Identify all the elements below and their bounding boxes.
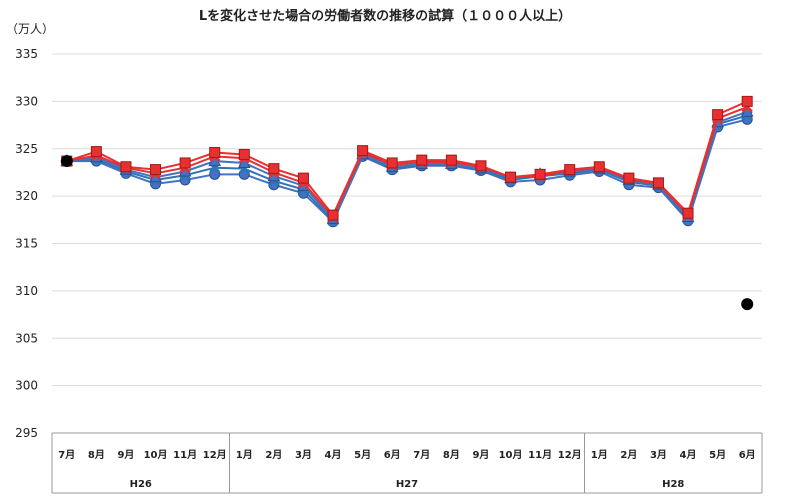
y-axis-unit: （万人） [6, 22, 54, 36]
data-point [623, 172, 635, 184]
y-tick-label: 320 [15, 189, 38, 203]
y-tick-labels: 295 300 305 310 315 320 325 330 335 [15, 47, 38, 440]
data-point [90, 146, 102, 158]
data-point [150, 164, 162, 176]
data-point [564, 164, 576, 176]
x-tick-label: 1月 [591, 449, 608, 461]
data-point [209, 147, 221, 159]
data-point [534, 168, 546, 180]
y-tick-label: 295 [15, 426, 38, 440]
standalone-point [60, 155, 73, 168]
data-point [741, 95, 753, 107]
series [60, 95, 754, 228]
x-tick-label: 12月 [558, 449, 582, 461]
x-tick-label: 4月 [325, 449, 342, 461]
data-point [120, 161, 132, 173]
x-tick-label: 12月 [203, 449, 227, 461]
x-tick-label: 2月 [265, 449, 282, 461]
group-label: H28 [662, 479, 684, 490]
x-tick-label: 7月 [413, 449, 430, 461]
x-tick-label: 4月 [680, 449, 697, 461]
y-tick-label: 335 [15, 47, 38, 61]
x-tick-label: 1月 [236, 449, 253, 461]
data-point [445, 154, 457, 166]
x-tick-label: 6月 [384, 449, 401, 461]
y-tick-label: 310 [15, 284, 38, 298]
data-point [327, 209, 339, 221]
gridlines [52, 53, 762, 434]
data-point [297, 172, 309, 184]
x-tick-label: 9月 [117, 449, 134, 461]
y-tick-label: 315 [15, 237, 38, 251]
data-point [179, 157, 191, 169]
data-point [652, 177, 664, 189]
data-point [268, 163, 280, 175]
data-point [416, 154, 428, 166]
standalone-points [60, 155, 754, 311]
data-point [357, 145, 369, 157]
x-tick-label: 3月 [650, 449, 667, 461]
standalone-point [741, 298, 754, 311]
x-tick-label: 7月 [58, 449, 75, 461]
axes [51, 432, 763, 494]
y-tick-label: 330 [15, 94, 38, 108]
data-point [712, 109, 724, 121]
data-point [386, 157, 398, 169]
x-tick-label: 3月 [295, 449, 312, 461]
y-tick-label: 325 [15, 142, 38, 156]
x-tick-label: 6月 [739, 449, 756, 461]
x-tick-label: 2月 [620, 449, 637, 461]
series-line [66, 100, 748, 217]
series-5 [61, 95, 753, 221]
group-label: H27 [396, 479, 418, 490]
x-tick-label: 8月 [88, 449, 105, 461]
series-3 [60, 104, 754, 224]
data-point [505, 171, 517, 183]
year-group-labels: H26 H27 H28 [130, 479, 685, 490]
data-point [238, 148, 250, 160]
x-tick-label: 9月 [472, 449, 489, 461]
x-tick-label: 5月 [354, 449, 371, 461]
x-tick-label: 11月 [528, 449, 552, 461]
x-tick-label: 10月 [499, 449, 523, 461]
x-tick-label: 8月 [443, 449, 460, 461]
x-tick-label: 5月 [709, 449, 726, 461]
data-point [682, 207, 694, 219]
group-label: H26 [130, 479, 152, 490]
y-tick-label: 305 [15, 331, 38, 345]
x-tick-labels: 7月 8月 9月 10月 11月 12月 1月 2月 3月 4月 5月 6月 7月 8月 9月 10月 11月 1… [58, 449, 755, 461]
y-tick-label: 300 [15, 379, 38, 393]
x-tick-label: 10月 [144, 449, 168, 461]
chart-title: Lを変化させた場合の労働者数の推移の試算（１０００人以上） [199, 8, 571, 24]
x-tick-label: 11月 [173, 449, 197, 461]
data-point [475, 160, 487, 172]
series-line [66, 110, 748, 221]
data-point [593, 161, 605, 173]
